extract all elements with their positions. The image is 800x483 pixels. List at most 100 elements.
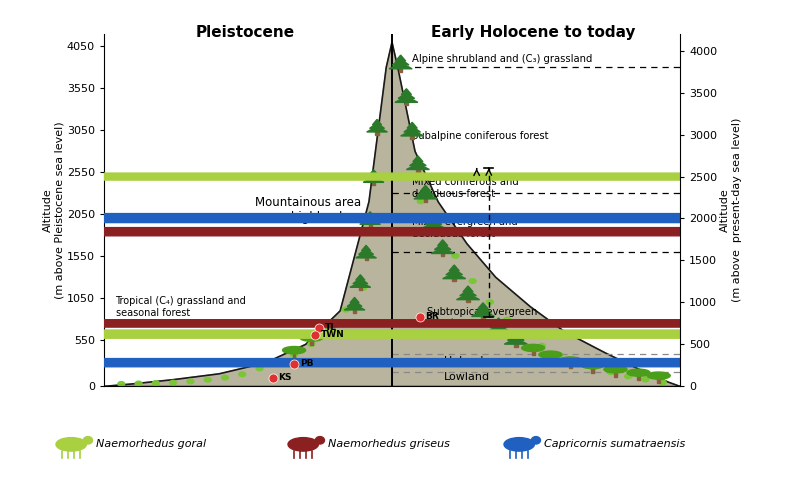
Ellipse shape [288, 438, 318, 451]
Polygon shape [366, 173, 381, 179]
Ellipse shape [642, 377, 649, 382]
Text: TWN: TWN [321, 330, 344, 339]
Polygon shape [407, 122, 418, 128]
Polygon shape [417, 189, 434, 195]
Polygon shape [356, 253, 377, 258]
Polygon shape [104, 42, 680, 386]
Polygon shape [293, 354, 295, 358]
Text: Naemorhedus goral: Naemorhedus goral [95, 440, 206, 449]
Polygon shape [507, 334, 524, 340]
Polygon shape [510, 330, 521, 336]
Ellipse shape [274, 359, 280, 364]
Polygon shape [366, 127, 387, 132]
Ellipse shape [607, 370, 614, 374]
Y-axis label: Altitude
(m above Pleistocene sea level): Altitude (m above Pleistocene sea level) [42, 121, 64, 299]
Ellipse shape [204, 377, 211, 382]
Polygon shape [353, 310, 356, 313]
Ellipse shape [83, 437, 93, 444]
Text: Alpine shrubland and (C₃) grassland: Alpine shrubland and (C₃) grassland [412, 54, 593, 64]
Polygon shape [471, 311, 494, 316]
Ellipse shape [452, 254, 459, 258]
Polygon shape [392, 59, 409, 65]
Ellipse shape [659, 380, 666, 384]
Ellipse shape [469, 279, 476, 284]
Text: Upland: Upland [444, 356, 483, 366]
Ellipse shape [290, 353, 298, 357]
Polygon shape [658, 379, 660, 383]
Polygon shape [353, 278, 368, 284]
Text: Capricornis sumatraensis: Capricornis sumatraensis [543, 440, 685, 449]
Ellipse shape [486, 300, 494, 304]
Ellipse shape [504, 317, 510, 322]
Ellipse shape [300, 334, 323, 341]
Polygon shape [363, 177, 384, 183]
Text: BR: BR [426, 312, 439, 321]
Polygon shape [591, 369, 594, 372]
Ellipse shape [573, 359, 580, 364]
Polygon shape [514, 344, 518, 347]
Polygon shape [347, 301, 362, 306]
Ellipse shape [118, 382, 125, 386]
Ellipse shape [152, 381, 159, 385]
Ellipse shape [504, 438, 534, 451]
Polygon shape [504, 338, 527, 344]
Ellipse shape [539, 351, 562, 358]
Polygon shape [478, 303, 488, 309]
Ellipse shape [282, 346, 306, 354]
Polygon shape [425, 218, 442, 225]
Text: Mixed evergreen and
deciduous forest: Mixed evergreen and deciduous forest [412, 217, 518, 239]
Polygon shape [416, 170, 420, 172]
Ellipse shape [56, 438, 86, 451]
Polygon shape [373, 119, 382, 125]
Polygon shape [497, 331, 500, 334]
Polygon shape [569, 364, 572, 368]
Polygon shape [372, 183, 375, 185]
Polygon shape [431, 248, 454, 254]
Text: PB: PB [300, 359, 314, 368]
Polygon shape [410, 136, 414, 139]
Polygon shape [460, 290, 476, 296]
Ellipse shape [522, 344, 545, 352]
Polygon shape [358, 249, 374, 255]
Ellipse shape [538, 343, 546, 348]
Polygon shape [457, 294, 479, 299]
Polygon shape [370, 123, 385, 128]
Polygon shape [482, 316, 485, 319]
Polygon shape [350, 298, 359, 303]
Polygon shape [420, 185, 430, 191]
Text: Lowland: Lowland [444, 372, 490, 382]
Text: Subtropical evergreen
forest: Subtropical evergreen forest [426, 307, 537, 328]
Ellipse shape [256, 366, 263, 370]
Text: KS: KS [278, 373, 292, 382]
Polygon shape [406, 164, 430, 170]
Polygon shape [0, 213, 800, 223]
Polygon shape [399, 69, 402, 71]
Y-axis label: Altitude
(m above  present-day sea level): Altitude (m above present-day sea level) [720, 118, 742, 302]
Polygon shape [365, 258, 368, 260]
Polygon shape [405, 102, 408, 105]
Ellipse shape [315, 437, 325, 444]
Polygon shape [434, 244, 451, 250]
Text: Pleistocene: Pleistocene [195, 25, 294, 40]
Polygon shape [494, 318, 504, 324]
Polygon shape [362, 215, 378, 221]
Polygon shape [360, 219, 381, 224]
Polygon shape [490, 322, 507, 327]
Ellipse shape [360, 285, 366, 290]
Polygon shape [441, 254, 445, 256]
Polygon shape [637, 376, 640, 380]
Polygon shape [401, 130, 424, 136]
Ellipse shape [170, 380, 177, 385]
Ellipse shape [531, 437, 541, 444]
Polygon shape [463, 286, 473, 292]
Polygon shape [474, 307, 491, 313]
Polygon shape [344, 305, 365, 310]
Ellipse shape [590, 365, 597, 370]
Polygon shape [389, 63, 412, 69]
Polygon shape [327, 327, 330, 332]
Polygon shape [432, 228, 435, 231]
Polygon shape [466, 299, 470, 302]
Ellipse shape [325, 328, 332, 333]
Polygon shape [424, 199, 427, 202]
Text: Tropical (C₄) grassland and
seasonal forest: Tropical (C₄) grassland and seasonal for… [115, 296, 246, 317]
